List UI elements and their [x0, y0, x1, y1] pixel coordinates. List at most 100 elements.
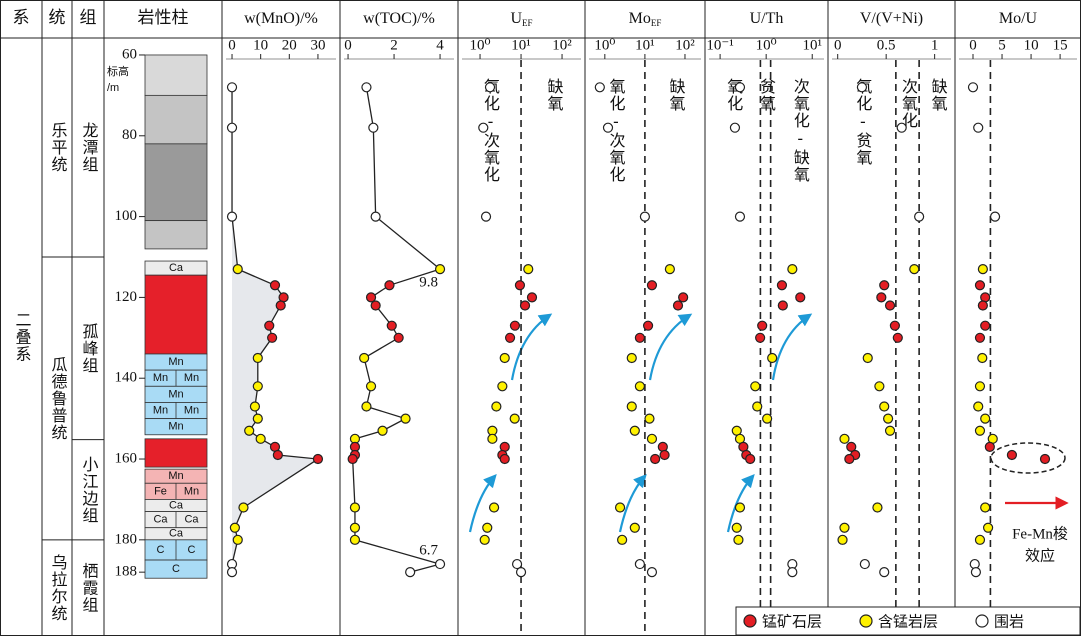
legend-label: 围岩	[994, 613, 1024, 631]
panel-title: V/(V+Ni)	[860, 10, 923, 27]
annotation: Fe-Mn梭	[1012, 524, 1068, 542]
depth-tick-label: 180	[115, 531, 138, 547]
panel-title: w(TOC)/%	[363, 10, 435, 27]
x-tick-label: 10¹	[511, 37, 531, 53]
sample-point	[729, 122, 741, 133]
sample-point	[232, 534, 243, 545]
x-tick-label: 0	[344, 37, 352, 53]
sample-point	[488, 502, 500, 513]
sample-point	[626, 352, 637, 364]
zone-label: 次氧化	[899, 78, 918, 129]
sample-point	[629, 522, 640, 533]
x-tick-label: 0.5	[877, 37, 896, 53]
sample-point	[361, 82, 372, 93]
sample-point	[646, 567, 658, 578]
lithology-label: Mn	[168, 470, 183, 482]
sample-point	[514, 280, 526, 291]
sample-point	[856, 82, 868, 93]
sample-point	[745, 453, 756, 465]
depth-tick-label: 80	[122, 127, 137, 143]
lithology-label: Mn	[153, 372, 168, 384]
sample-point	[755, 332, 766, 343]
legend-marker	[743, 614, 757, 628]
x-tick-label: 0	[228, 37, 236, 53]
sample-point	[226, 211, 238, 222]
sample-point	[226, 82, 238, 93]
profile-line	[351, 87, 443, 573]
value-label: 6.7	[419, 543, 438, 559]
sample-point	[974, 332, 986, 343]
x-tick-label: 10⁰	[756, 37, 777, 53]
sample-point	[734, 82, 746, 93]
sample-point	[989, 211, 1001, 222]
sample-point	[482, 522, 493, 533]
lithology-label: Mn	[168, 356, 183, 368]
x-tick-label: 10	[253, 37, 268, 53]
sample-point	[883, 413, 894, 424]
sample-point	[974, 534, 986, 545]
sample-point	[232, 264, 243, 275]
x-tick-label: 30	[310, 37, 325, 53]
sample-point	[734, 502, 746, 513]
series-label: 乌拉尔统	[49, 554, 68, 622]
sample-point	[365, 292, 377, 303]
sample-point	[876, 292, 887, 303]
sample-point	[659, 449, 670, 461]
sample-point	[787, 567, 798, 578]
x-tick-label: 10	[1024, 37, 1039, 53]
sample-point	[434, 264, 446, 275]
sample-point	[844, 453, 855, 465]
sample-point	[634, 332, 645, 343]
column-header: 组	[80, 8, 97, 27]
title-main: w(MnO)/%	[244, 10, 318, 27]
sample-point	[264, 320, 275, 331]
sample-point	[491, 401, 502, 412]
x-tick-label: 0	[969, 37, 977, 53]
panel-title: Mo/U	[999, 10, 1038, 27]
sample-point	[275, 300, 286, 311]
sample-point	[892, 332, 903, 343]
zone-label: 氧化-次氧化	[606, 78, 625, 183]
legend-label: 锰矿石层	[762, 613, 822, 631]
sample-point	[347, 453, 358, 465]
legend-label: 含锰岩层	[878, 613, 938, 631]
sample-point	[750, 381, 761, 392]
lithology-layer	[144, 274, 208, 355]
sample-point	[359, 352, 370, 364]
series-label: 乐平统	[49, 122, 68, 173]
sample-point	[970, 567, 982, 578]
panel-title: U/Th	[750, 10, 784, 27]
panel-title: w(MnO)/%	[244, 10, 318, 27]
sample-point	[487, 433, 498, 444]
x-tick-label: 15	[1053, 37, 1068, 53]
sample-point	[634, 558, 645, 570]
sample-point	[480, 211, 492, 222]
x-tick-label: 20	[282, 37, 297, 53]
x-tick-label: 10¹	[635, 37, 655, 53]
sample-point	[252, 352, 263, 364]
zone-label: 氧化-贫氧	[853, 78, 872, 166]
lithology-label: Ca	[169, 528, 184, 540]
lithology-label: Ca	[169, 499, 184, 511]
value-label: 9.8	[419, 275, 438, 291]
sample-point	[984, 441, 995, 453]
sample-point	[734, 211, 746, 222]
highlight-ellipse	[990, 442, 1066, 474]
formation-label: 栖霞组	[80, 562, 99, 613]
depth-tick-label: 188	[115, 564, 138, 580]
x-tick-label: 1	[931, 37, 939, 53]
column-header: 岩性柱	[138, 8, 189, 27]
sample-point	[974, 425, 986, 436]
title-sub: EF	[522, 18, 533, 28]
sample-point	[879, 280, 890, 291]
sample-point	[484, 82, 496, 93]
series-label: 瓜德鲁普统	[49, 356, 68, 441]
sample-point	[639, 211, 651, 222]
lithology-layer	[144, 438, 208, 468]
sample-point	[664, 264, 675, 275]
lithology-label: Mn	[168, 388, 183, 400]
sample-point	[515, 567, 527, 578]
sample-point	[255, 433, 266, 444]
sample-point	[757, 320, 768, 331]
